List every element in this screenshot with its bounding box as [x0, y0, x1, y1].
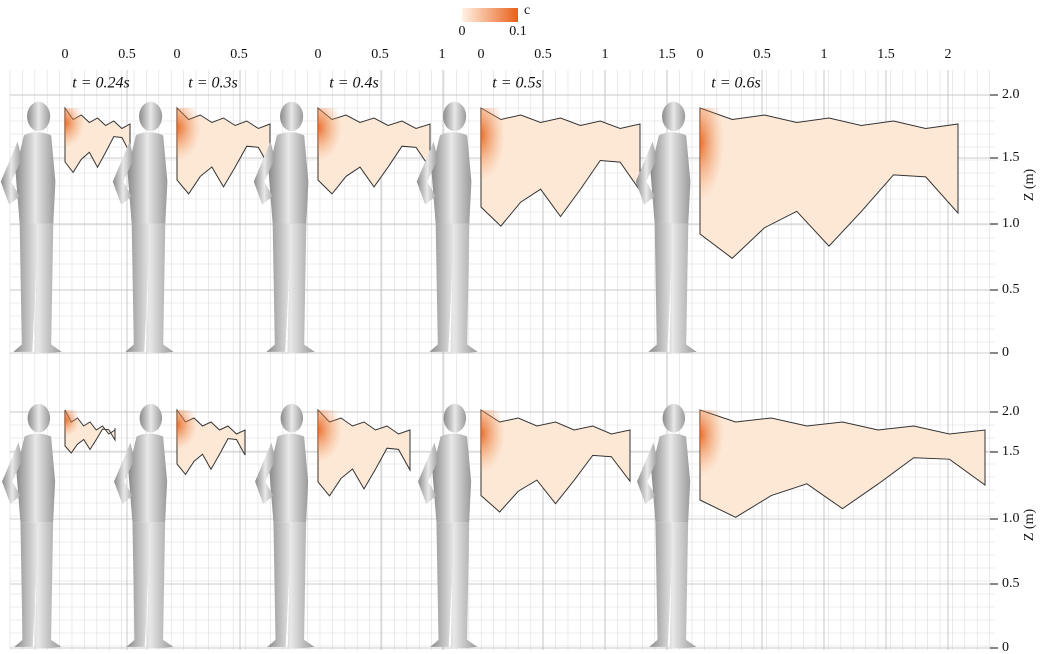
time-label: t = 0.6s	[711, 75, 760, 92]
z-tick-label: 1.5	[1002, 150, 1020, 165]
human-body	[418, 404, 477, 649]
x-tick-label: 1.5	[658, 47, 676, 62]
torso	[128, 433, 167, 522]
legs	[267, 522, 314, 649]
head	[444, 404, 466, 433]
legs	[125, 224, 173, 354]
human-body	[637, 404, 696, 649]
z-axis-label: Z (m)	[1022, 169, 1037, 202]
torso	[432, 433, 471, 522]
plume	[700, 410, 985, 517]
torso	[650, 132, 690, 223]
x-tick-label: 0.5	[534, 47, 552, 62]
plume-core	[481, 108, 521, 185]
x-tick-label: 2	[945, 47, 952, 62]
head	[28, 404, 50, 433]
x-tick-label: 0	[62, 47, 69, 62]
colorbar-tick: 0.1	[509, 24, 527, 39]
z-tick-label: 1.0	[1002, 216, 1020, 231]
legs	[13, 224, 61, 354]
time-label: t = 0.3s	[188, 75, 237, 92]
x-tick-label: 1.5	[877, 47, 895, 62]
human-body	[255, 404, 314, 649]
torso	[127, 132, 167, 223]
plume-core	[65, 410, 90, 438]
human	[114, 404, 173, 649]
z-tick-label: 0.5	[1002, 282, 1020, 297]
x-tick-label: 0	[697, 47, 704, 62]
legs	[14, 522, 61, 649]
legs	[126, 522, 173, 649]
x-tick-label: 1	[821, 47, 828, 62]
x-tick-label: 0.5	[371, 47, 389, 62]
time-label: t = 0.4s	[329, 75, 378, 92]
plume-core	[318, 108, 358, 164]
z-tick-label: 0.5	[1002, 576, 1020, 591]
head	[281, 404, 303, 433]
z-tick-label: 1.5	[1002, 444, 1020, 459]
legs	[649, 522, 696, 649]
x-tick-label: 1	[602, 47, 609, 62]
colorbar-tick: 0	[459, 24, 466, 39]
human	[255, 404, 314, 649]
x-tick-label: 1	[439, 47, 446, 62]
plume-core	[177, 108, 217, 164]
z-tick-label: 2.0	[1002, 404, 1020, 419]
plume-core	[177, 410, 211, 452]
head	[139, 102, 162, 131]
z-tick-label: 2.0	[1002, 87, 1020, 102]
x-tick-label: 0	[478, 47, 485, 62]
human	[2, 404, 61, 649]
x-tick-label: 0.5	[753, 47, 771, 62]
human	[418, 404, 477, 649]
z-tick-label: 0	[1002, 640, 1009, 654]
colorbar-label: c	[524, 3, 530, 18]
plume-core	[318, 410, 358, 466]
time-label: t = 0.5s	[492, 75, 541, 92]
head	[27, 102, 50, 131]
plume-core	[65, 108, 98, 150]
legs	[430, 522, 477, 649]
torso	[15, 132, 55, 223]
torso	[651, 433, 690, 522]
x-tick-label: 0	[174, 47, 181, 62]
human-body	[114, 404, 173, 649]
x-tick-label: 0	[315, 47, 322, 62]
head	[443, 102, 466, 131]
head	[662, 102, 685, 131]
z-tick-label: 0	[1002, 345, 1009, 360]
time-label: t = 0.24s	[72, 75, 129, 92]
head	[280, 102, 303, 131]
plume-core	[481, 410, 521, 477]
x-tick-label: 0.5	[118, 47, 136, 62]
legs	[429, 224, 477, 354]
colorbar	[462, 8, 518, 22]
legs	[648, 224, 696, 354]
torso	[269, 433, 308, 522]
torso	[16, 433, 55, 522]
plume-core	[700, 108, 740, 206]
torso	[268, 132, 308, 223]
head	[140, 404, 162, 433]
z-tick-label: 1.0	[1002, 511, 1020, 526]
torso	[431, 132, 471, 223]
head	[663, 404, 685, 433]
z-axis-label: Z (m)	[1022, 509, 1037, 542]
figure: c 0 0.1 00.5t = 0.24s00.5t = 0.3s00.51t …	[0, 0, 1042, 654]
human-body	[2, 404, 61, 649]
human	[637, 404, 696, 649]
plume-core	[700, 410, 740, 480]
x-tick-label: 0.5	[230, 47, 248, 62]
